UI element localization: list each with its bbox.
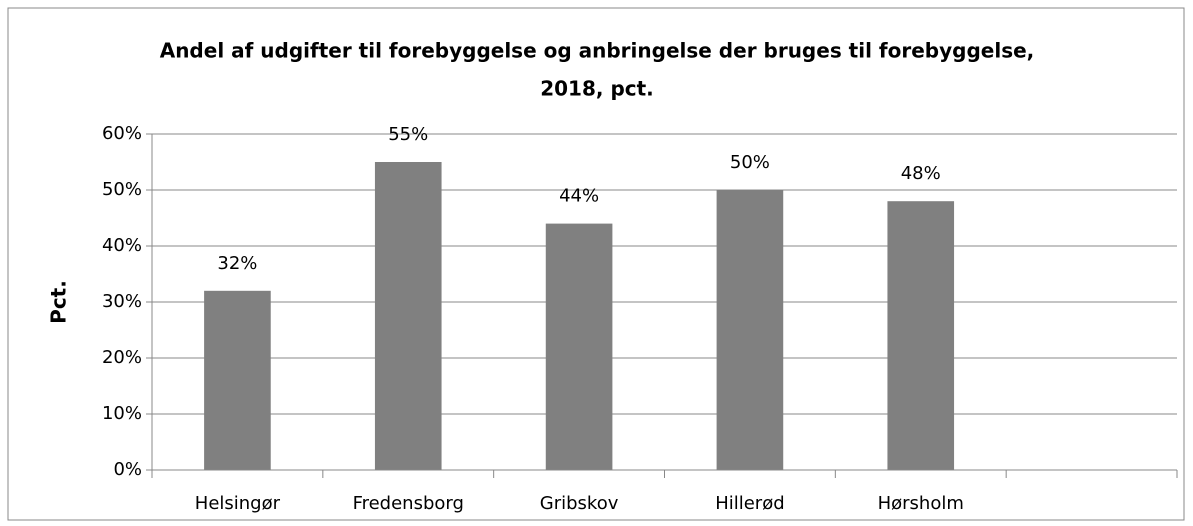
x-tick-label: Helsingør [195,493,281,514]
bar [204,290,271,470]
data-label: 50% [730,152,770,173]
chart-title: 2018, pct. [540,77,654,101]
y-tick-label: 0% [113,459,142,480]
y-tick-label: 50% [102,179,142,200]
bar [545,223,613,470]
data-label: 48% [901,163,941,184]
bar [716,190,784,470]
data-label: 32% [217,253,257,274]
y-tick-label: 20% [102,347,142,368]
y-axis-label: Pct. [47,280,71,324]
bar [887,201,955,470]
data-label: 44% [559,186,599,207]
x-tick-label: Hillerød [715,493,784,514]
x-tick-label: Hørsholm [878,493,964,514]
data-label: 55% [388,124,428,145]
y-tick-label: 40% [102,235,142,256]
y-tick-label: 60% [102,123,142,144]
x-tick-label: Fredensborg [353,493,464,514]
bar [374,162,442,470]
y-tick-label: 10% [102,403,142,424]
chart-title: Andel af udgifter til forebyggelse og an… [160,39,1035,63]
x-tick-label: Gribskov [540,493,619,514]
y-tick-label: 30% [102,291,142,312]
